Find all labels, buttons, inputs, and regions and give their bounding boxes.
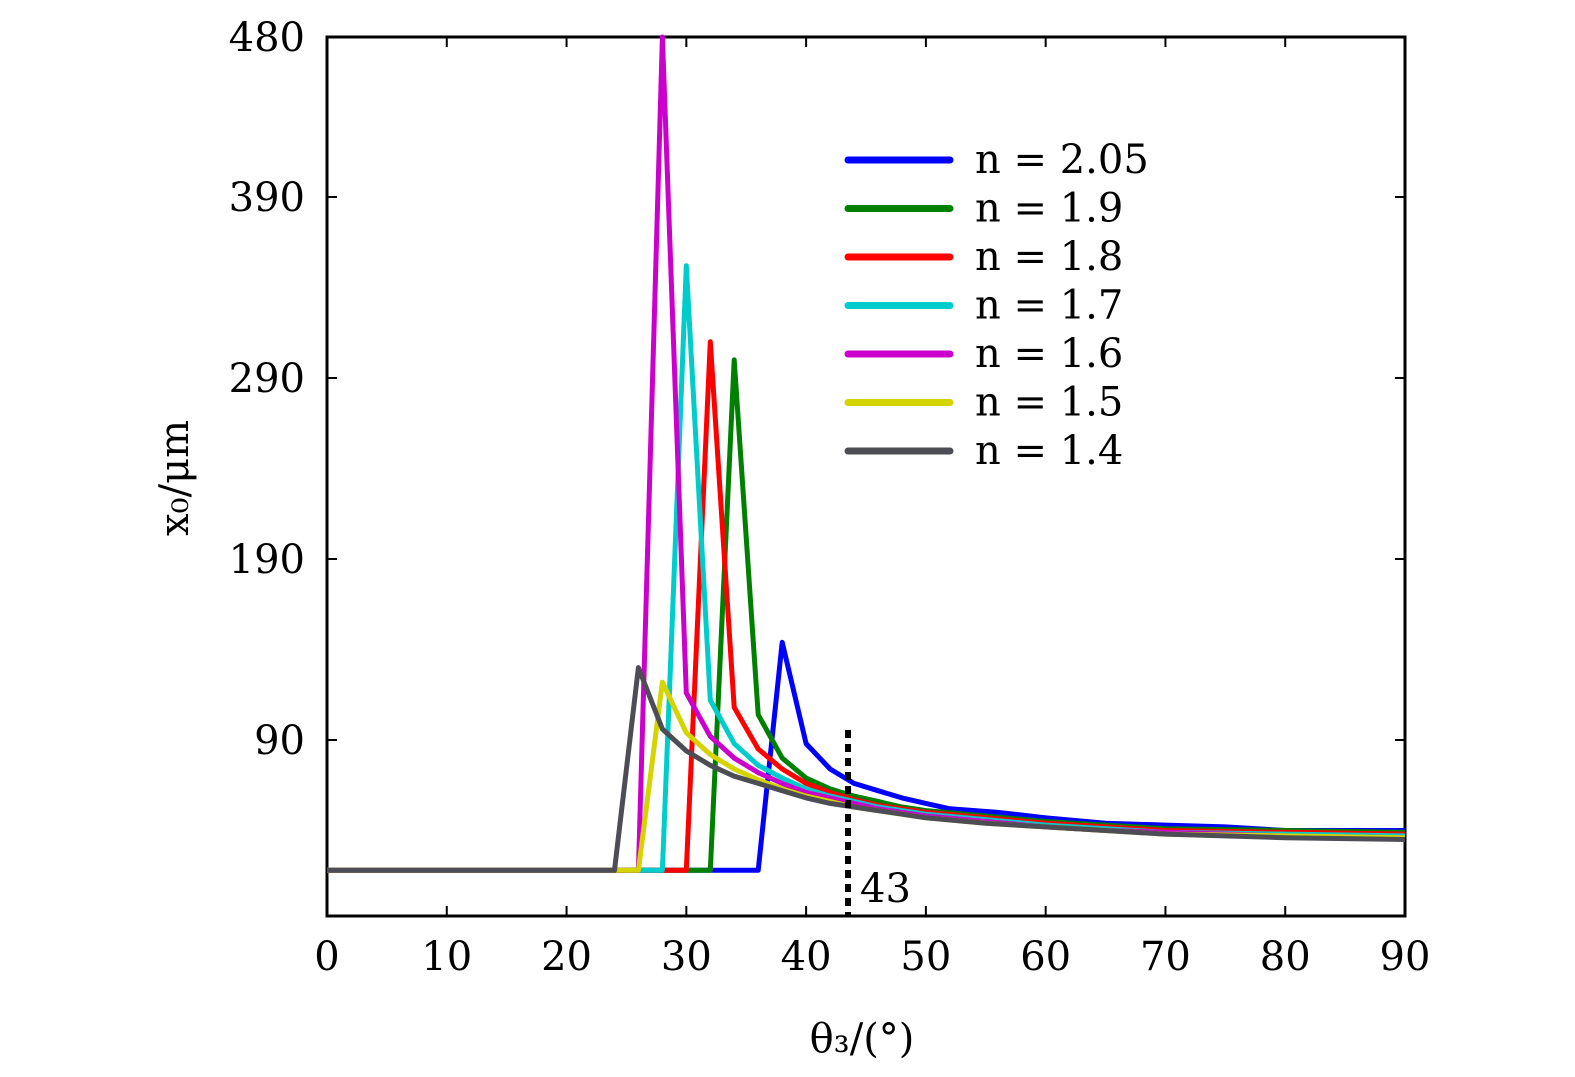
legend: n = 2.05n = 1.9n = 1.8n = 1.7n = 1.6n = … xyxy=(844,137,1149,474)
x-tick-label-70: 70 xyxy=(1140,934,1191,980)
legend-label-2: n = 1.8 xyxy=(975,234,1123,280)
y-axis-label: x₀/μm xyxy=(152,420,198,536)
x-tick-label-40: 40 xyxy=(781,934,832,980)
series-line-0 xyxy=(327,639,1405,873)
plot-frame xyxy=(325,35,1407,918)
legend-label-5: n = 1.5 xyxy=(975,380,1123,426)
series-line-6 xyxy=(327,665,1406,873)
legend-label-0: n = 2.05 xyxy=(975,137,1149,183)
y-tick-label-480: 480 xyxy=(229,15,305,61)
legend-label-4: n = 1.6 xyxy=(975,331,1123,377)
legend-label-3: n = 1.7 xyxy=(975,283,1123,329)
y-tick-label-390: 390 xyxy=(229,175,305,221)
axis-ticks: 0 10 20 30 40 50 60 70 80 90 90 190 290 390 480 xyxy=(229,15,1431,980)
x-tick-label-50: 50 xyxy=(900,934,951,980)
series-line-2 xyxy=(327,339,1406,873)
x-tick-label-10: 10 xyxy=(421,934,472,980)
series-line-5 xyxy=(327,679,1406,873)
y-tick-label-290: 290 xyxy=(229,356,305,402)
y-tick-label-90: 90 xyxy=(254,718,305,764)
x-tick-label-80: 80 xyxy=(1260,934,1311,980)
x-tick-label-0: 0 xyxy=(314,934,339,980)
series-line-1 xyxy=(327,357,1406,873)
x-tick-label-30: 30 xyxy=(661,934,712,980)
y-tick-label-190: 190 xyxy=(229,537,305,583)
x-tick-label-60: 60 xyxy=(1020,934,1071,980)
legend-label-1: n = 1.9 xyxy=(975,186,1123,232)
legend-label-6: n = 1.4 xyxy=(975,428,1123,474)
x-axis-label: θ₃/(°) xyxy=(810,1016,915,1062)
series-layer xyxy=(327,34,1406,873)
x-tick-label-20: 20 xyxy=(541,934,592,980)
annotation-label: 43 xyxy=(860,866,911,912)
x-tick-label-90: 90 xyxy=(1380,934,1431,980)
